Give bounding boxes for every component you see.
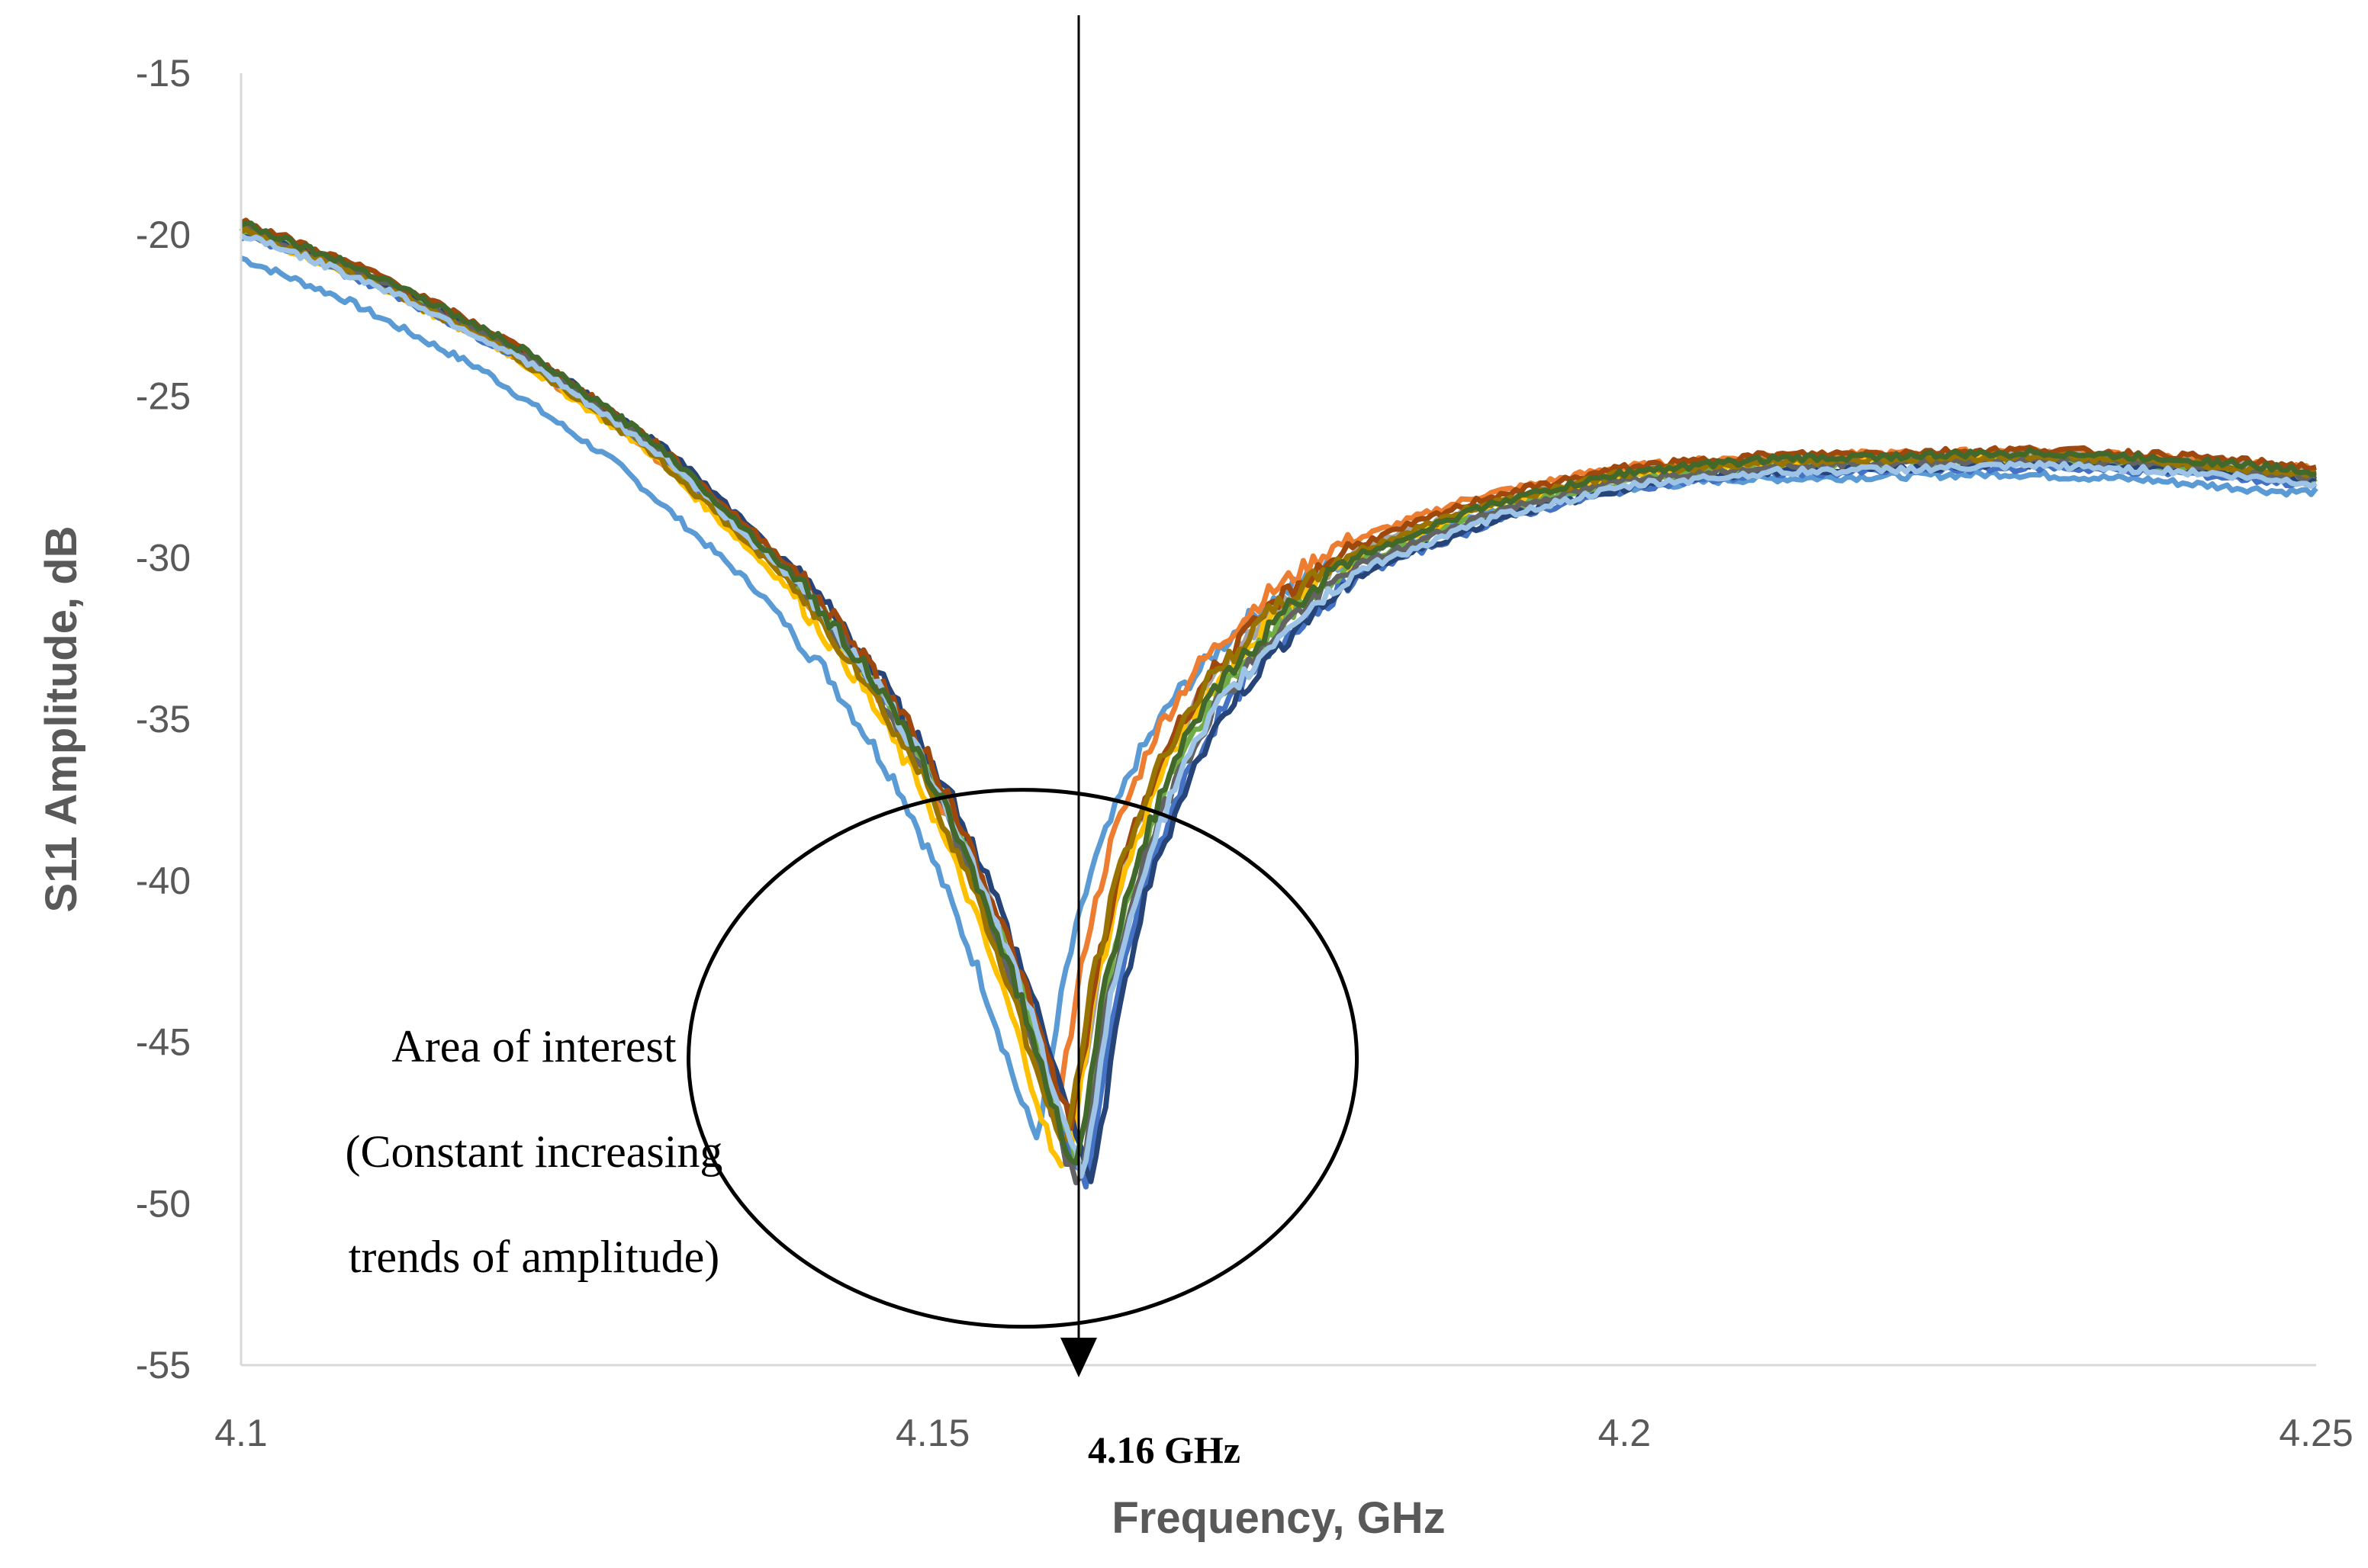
series-layer xyxy=(239,217,2318,1190)
frequency-marker-arrowhead xyxy=(1060,1338,1097,1377)
series-line-trace-12 xyxy=(240,220,2317,1166)
series-line-trace-3 xyxy=(240,224,2317,1140)
y-tick-label: -35 xyxy=(136,698,191,741)
y-tick-label: -25 xyxy=(136,375,191,418)
x-axis-title: Frequency, GHz xyxy=(1112,1493,1445,1543)
series-line-trace-2 xyxy=(240,222,2317,1104)
y-tick-label: -50 xyxy=(136,1182,191,1225)
annotation-line-3: trends of amplitude) xyxy=(349,1232,720,1282)
series-line-trace-11 xyxy=(240,233,2318,1179)
x-tick-label: 4.25 xyxy=(2279,1412,2353,1454)
x-tick-label: 4.2 xyxy=(1598,1412,1652,1454)
y-axis-title: S11 Amplitude, dB xyxy=(37,525,86,912)
annotation-line-2: (Constant increasing xyxy=(346,1126,723,1177)
series-line-trace-1 xyxy=(240,255,2318,1141)
y-tick-label: -20 xyxy=(136,214,191,256)
x-tick-labels: 4.1 4.15 4.2 4.25 xyxy=(214,1412,2353,1454)
x-tick-label: 4.1 xyxy=(214,1412,268,1454)
series-line-trace-10 xyxy=(240,226,2317,1142)
y-tick-label: -30 xyxy=(136,536,191,579)
series-line-trace-8 xyxy=(240,217,2317,1131)
y-tick-labels: -55 -50 -45 -40 -35 -30 -25 -20 -15 xyxy=(136,52,191,1386)
x-tick-label: 4.15 xyxy=(896,1412,970,1454)
y-tick-label: -40 xyxy=(136,860,191,902)
y-tick-label: -55 xyxy=(136,1344,191,1386)
area-of-interest-ellipse xyxy=(687,788,1359,1329)
annotation-line-1: Area of interest xyxy=(391,1021,676,1072)
frequency-marker-label: 4.16 GHz xyxy=(1088,1428,1240,1471)
y-tick-label: -15 xyxy=(136,52,191,95)
y-tick-label: -45 xyxy=(136,1021,191,1064)
